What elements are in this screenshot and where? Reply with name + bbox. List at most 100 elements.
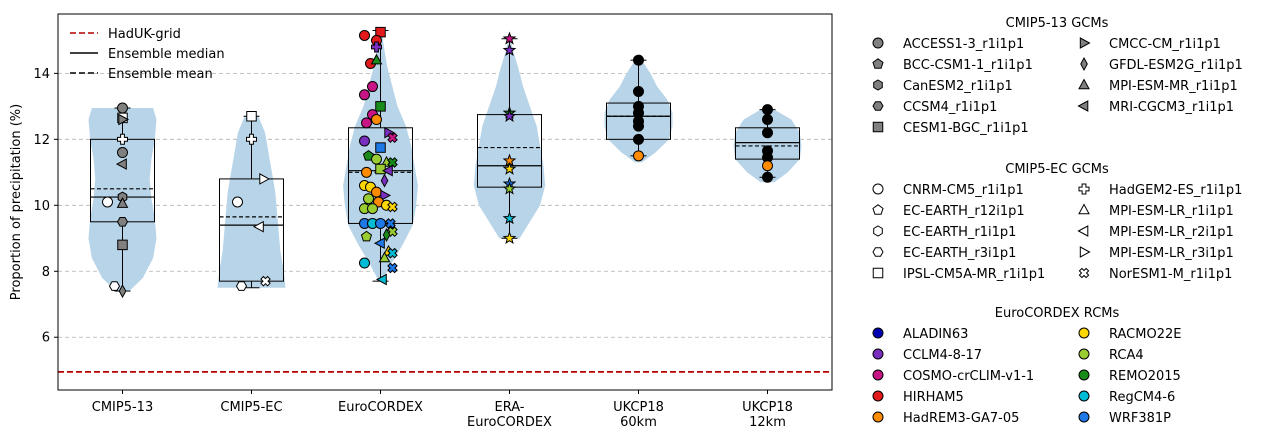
- data-point: [502, 109, 517, 123]
- legend-marker: [872, 327, 884, 339]
- data-point: [359, 29, 370, 41]
- legend-marker: [872, 183, 884, 195]
- y-tick-label: 8: [42, 265, 50, 280]
- data-point: [375, 217, 386, 229]
- legend-1: CMIP5-EC GCMs CNRM-CM5_r1i1p1 EC-EARTH_r12…: [872, 162, 1242, 282]
- data-point: [633, 120, 644, 132]
- legend-marker: [1078, 327, 1090, 339]
- data-point: [633, 133, 644, 145]
- data-point: [378, 251, 391, 263]
- plot-frame: [57, 13, 833, 391]
- data-point: [359, 257, 370, 269]
- legend-title: CMIP5-13 GCMs: [1006, 16, 1109, 31]
- data-point: [108, 281, 121, 291]
- data-point: [375, 273, 387, 286]
- legend-marker: [872, 348, 884, 360]
- legend-item-label: MPI-ESM-LR_r1i1p1: [1109, 204, 1234, 219]
- data-point: [260, 275, 271, 287]
- legend-marker: [1078, 411, 1090, 423]
- legend-item-label: CanESM2_r1i1p1: [903, 79, 1013, 94]
- legend-0: CMIP5-13 GCMs ACCESS1-3_r1i1p1 BCC-CSM1-1_…: [872, 16, 1243, 136]
- data-point: [502, 231, 517, 245]
- legend-marker: [1078, 348, 1090, 360]
- legend-item-label: MPI-ESM-MR_r1i1p1: [1109, 79, 1238, 94]
- legend-item-label: ALADIN63: [903, 327, 968, 342]
- legend-item-label: COSMO-crCLIM-v1-1: [903, 369, 1034, 384]
- y-tick-label: 14: [33, 67, 50, 82]
- y-grid: 6 8 10 12 14: [33, 67, 832, 346]
- data-point: [382, 227, 391, 243]
- legend-item-label: IPSL-CM5A-MR_r1i1p1: [903, 267, 1045, 282]
- data-point: [235, 281, 248, 291]
- legend-item-label: CCLM4-8-17: [903, 348, 982, 363]
- legend-item-label: MPI-ESM-LR_r2i1p1: [1109, 225, 1234, 240]
- legend-item-label: HIRHAM5: [903, 390, 964, 405]
- data-point: [502, 211, 517, 225]
- data-point: [367, 203, 378, 215]
- data-point: [762, 127, 773, 139]
- legend-item-label: EC-EARTH_r3i1p1: [903, 246, 1016, 261]
- data-point: [502, 181, 517, 195]
- legend-marker: [872, 267, 884, 279]
- data-point: [387, 157, 398, 168]
- legend-marker: [1079, 246, 1091, 258]
- legend-marker: [872, 369, 884, 381]
- legend-marker: [872, 247, 884, 257]
- data-point: [117, 102, 128, 114]
- legend-marker: [1079, 37, 1091, 49]
- legend-line-label: Ensemble median: [108, 47, 225, 62]
- legend-item-label: HadREM3-GA7-05: [903, 411, 1019, 426]
- legend-item-label: CCSM4_r1i1p1: [903, 100, 997, 115]
- data-point: [375, 101, 386, 112]
- data-point: [502, 161, 517, 175]
- data-point: [252, 220, 264, 233]
- data-point: [361, 117, 372, 129]
- data-point: [387, 226, 398, 238]
- data-point: [502, 31, 517, 45]
- data-point: [371, 153, 382, 165]
- data-point: [370, 53, 383, 65]
- x-tick-label: CMIP5-13: [92, 400, 153, 415]
- x-tick-label: CMIP5-EC: [220, 400, 282, 415]
- legend-item-label: EC-EARTH_r12i1p1: [903, 204, 1025, 219]
- legend-item-label: HadGEM2-ES_r1i1p1: [1109, 183, 1242, 198]
- legend-marker: [1078, 203, 1090, 215]
- data-point: [246, 110, 257, 122]
- legend-item-label: MPI-ESM-LR_r3i1p1: [1109, 246, 1234, 261]
- y-axis-label: Proportion of precipitation (%): [9, 104, 24, 300]
- data-point: [371, 41, 382, 53]
- legend-item-label: EC-EARTH_r1i1p1: [903, 225, 1016, 240]
- legend-item-label: BCC-CSM1-1_r1i1p1: [903, 58, 1033, 73]
- legend-item-label: CESM1-BGC_r1i1p1: [903, 121, 1029, 136]
- data-point: [633, 86, 644, 98]
- y-tick-label: 6: [42, 331, 50, 346]
- data-point: [380, 173, 389, 188]
- data-point: [102, 196, 113, 208]
- violin: [473, 38, 546, 239]
- legend-marker: [872, 37, 884, 49]
- data-point: [375, 163, 386, 175]
- data-point: [762, 171, 773, 183]
- x-tick-label: ERA-EuroCORDEX: [467, 400, 552, 430]
- data-point: [232, 196, 243, 208]
- legend-marker: [1077, 100, 1089, 112]
- data-point: [373, 237, 385, 250]
- data-point: [385, 218, 396, 229]
- legend-item-label: REMO2015: [1109, 369, 1181, 384]
- data-point: [381, 164, 393, 177]
- data-point: [246, 133, 257, 145]
- legend-marker: [873, 79, 883, 91]
- legend-item-label: WRF381P: [1109, 411, 1171, 426]
- data-point: [359, 135, 370, 147]
- legend-marker: [1080, 56, 1088, 72]
- legend-marker: [1078, 267, 1090, 279]
- x-tick-label: EuroCORDEX: [338, 400, 423, 415]
- data-point: [633, 150, 644, 162]
- x-tick-label: UKCP18 12km: [742, 400, 793, 430]
- data-point: [117, 133, 128, 145]
- data-point: [259, 173, 271, 185]
- data-point: [361, 166, 372, 178]
- data-point: [387, 262, 398, 274]
- legend-marker: [1078, 390, 1090, 402]
- legend-item-label: NorESM1-M_r1i1p1: [1109, 267, 1232, 282]
